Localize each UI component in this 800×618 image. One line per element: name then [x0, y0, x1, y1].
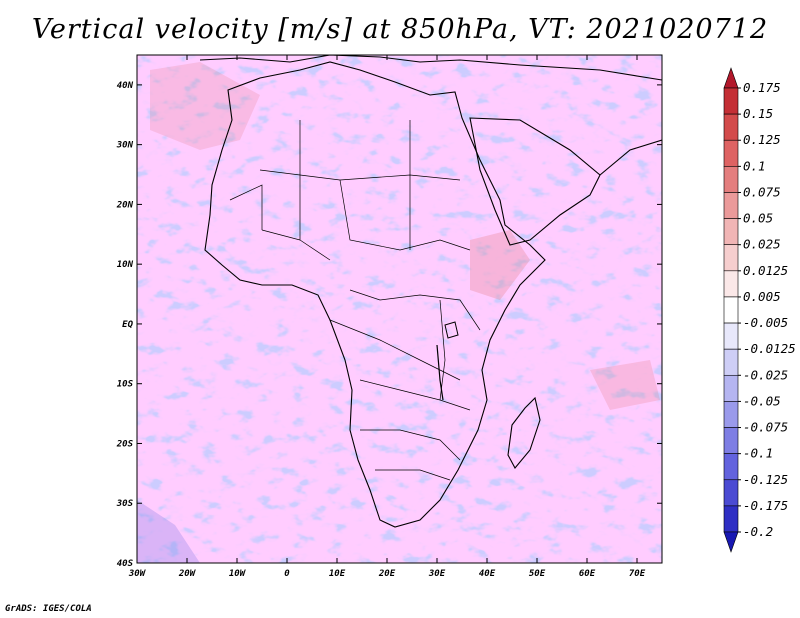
y-tick-label: 40N	[117, 81, 134, 91]
y-tick-label: 10S	[117, 380, 134, 390]
x-tick-label: 10E	[329, 569, 346, 579]
y-tick-label: 40S	[117, 559, 134, 569]
x-tick-label: 50E	[529, 569, 546, 579]
x-tick-label: 10W	[229, 569, 247, 579]
colorbar-box	[723, 296, 739, 324]
y-axis: 40N 30N 20N 10N EQ 10S 20S 30S 40S	[116, 81, 662, 569]
colorbar-label: -0.1	[743, 446, 773, 461]
colorbar-box	[723, 270, 739, 298]
colorbar-box	[723, 322, 739, 350]
colorbar-label: -0.005	[743, 315, 788, 330]
colorbar-label: 0.1	[743, 158, 766, 173]
coastlines	[199, 55, 662, 528]
colorbar-label: -0.025	[743, 367, 788, 382]
colorbar-box	[723, 139, 739, 167]
x-tick-label: 70E	[629, 569, 646, 579]
colorbar-label: 0.125	[743, 132, 781, 147]
madagascar-coastline	[507, 396, 541, 469]
colorbar-box	[723, 401, 739, 428]
x-tick-label: 30W	[128, 569, 147, 579]
colorbar-label: -0.175	[743, 498, 788, 513]
colorbar-label: 0.005	[743, 289, 781, 304]
colorbar-label: -0.075	[743, 420, 788, 435]
arabia-coastline	[469, 117, 601, 246]
x-axis: 30W 20W 10W 0 10E 20E 30E 40E 50E 60E 70E	[128, 55, 646, 579]
y-tick-label: 10N	[117, 260, 134, 270]
colorbar-label: 0.0125	[743, 263, 788, 278]
y-tick-label: EQ	[122, 320, 133, 330]
colorbar-box	[723, 113, 739, 141]
x-tick-label: 60E	[579, 569, 596, 579]
x-tick-label: 20W	[178, 569, 197, 579]
plot-frame	[136, 54, 663, 564]
colorbar-box	[723, 427, 739, 454]
colorbar-box	[723, 166, 739, 193]
colorbar-label: -0.2	[743, 524, 773, 539]
credit-text: GrADS: IGES/COLA	[5, 604, 92, 614]
x-tick-label: 20E	[378, 569, 396, 579]
colorbar-box	[723, 505, 739, 533]
colorbar-label: 0.05	[743, 211, 773, 226]
y-tick-label: 20N	[116, 200, 134, 210]
x-tick-label: 40E	[479, 569, 496, 579]
colorbar-label: 0.175	[743, 80, 781, 95]
colorbar-box	[723, 192, 739, 219]
country-borders	[229, 120, 481, 481]
y-tick-label: 30N	[116, 141, 134, 151]
colorbar-label: 0.075	[743, 184, 781, 199]
colorbar-bottom-arrow	[723, 531, 739, 553]
colorbar-label: -0.125	[743, 472, 788, 487]
colorbar-label: 0.025	[743, 237, 781, 252]
colorbar-box	[723, 87, 739, 115]
colorbar-box	[723, 479, 739, 507]
colorbar-label: -0.05	[743, 393, 781, 408]
x-tick-label: 30E	[428, 569, 446, 579]
colorbar-label: 0.15	[743, 106, 773, 121]
y-tick-label: 20S	[116, 439, 134, 449]
vertical-velocity-field	[137, 55, 662, 563]
map-title: Vertical velocity [m/s] at 850hPa, VT: 2…	[31, 14, 769, 45]
colorbar-box	[723, 348, 739, 376]
colorbar: 0.175 0.15 0.125 0.1 0.075 0.05 0.025 0.0125 0.0…	[723, 67, 796, 553]
colorbar-box	[723, 218, 739, 246]
y-tick-label: 30S	[116, 499, 134, 509]
africa-coastline	[204, 61, 546, 528]
colorbar-box	[723, 453, 739, 481]
colorbar-box	[723, 244, 739, 272]
colorbar-box	[723, 374, 739, 402]
colorbar-top-arrow	[723, 67, 739, 89]
x-tick-label: 0	[284, 569, 290, 579]
colorbar-label: -0.0125	[743, 341, 796, 356]
